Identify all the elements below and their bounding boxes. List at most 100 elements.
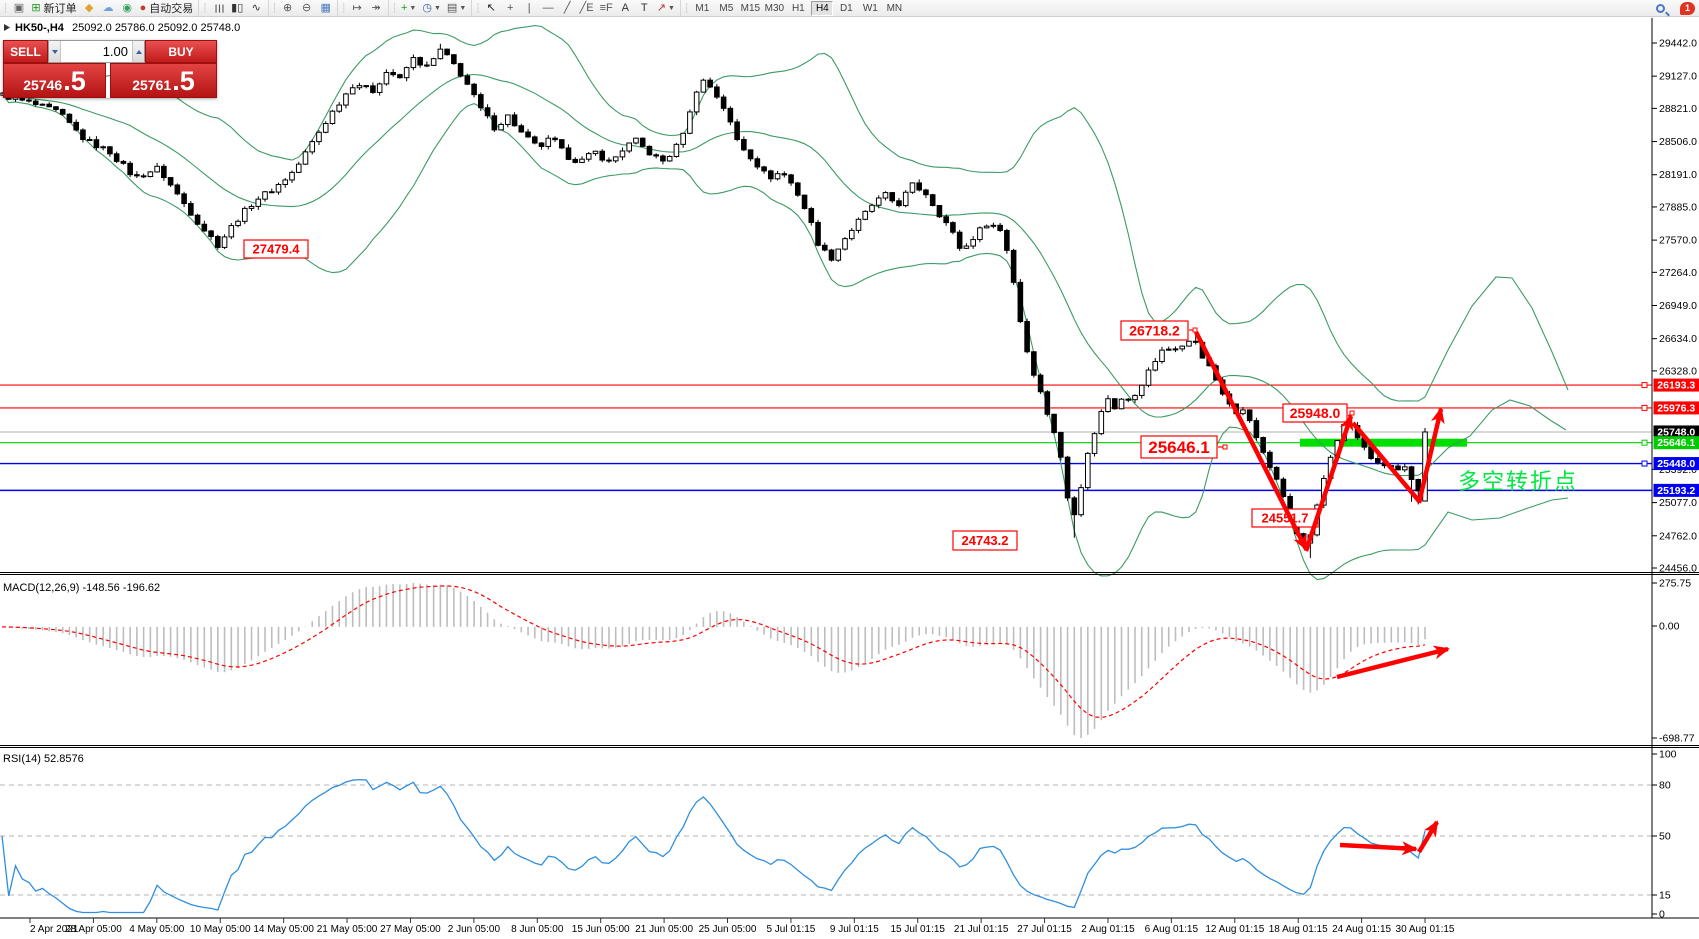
trend-arrow[interactable] [1416, 407, 1445, 504]
vline-icon[interactable]: | [527, 1, 531, 14]
zoom-out-icon[interactable]: ⊖ [302, 1, 312, 14]
trend-arrows [1193, 330, 1450, 856]
timeframe-bar: ┊ M1 M5 M15 M30 H1 H4 D1 W1 MN [681, 0, 908, 17]
time-axis-label: 12 Aug 01:15 [1205, 924, 1264, 935]
svg-text:29127.0: 29127.0 [1659, 71, 1697, 83]
price-label-24743.2[interactable]: 24743.2 [952, 530, 1018, 551]
sell-button[interactable]: SELL [3, 40, 48, 63]
price-label-25646.1[interactable]: 25646.1 [1140, 435, 1228, 459]
chat-notification-icon[interactable]: 1 [1680, 1, 1695, 15]
toolbar-group-file: ┊ ▣ ⊞ 新订单 ◆ ☁ ◉ ● 自动交易 [0, 0, 200, 17]
timeframe-m1-button[interactable]: M1 [695, 2, 710, 14]
timeframe-m5-button[interactable]: M5 [719, 2, 734, 14]
toolbar-grip: ┊ [341, 2, 347, 13]
price-label-26718.2[interactable]: 26718.2 [1120, 320, 1198, 341]
support-band[interactable] [1300, 438, 1467, 447]
horizontal-level-lines [0, 382, 1652, 492]
timeframe-w1-button[interactable]: W1 [862, 2, 878, 14]
volume-increase-button[interactable] [132, 41, 144, 62]
svg-text:100: 100 [1659, 749, 1677, 761]
svg-text:27264.0: 27264.0 [1659, 267, 1697, 279]
news-icon[interactable]: ◆ [84, 1, 94, 14]
time-axis-label: 27 Jul 01:15 [1017, 924, 1072, 935]
sell-price-dec: .5 [63, 66, 86, 96]
hline-icon[interactable]: — [542, 1, 554, 14]
chart-symbol-title: HK50-,H4 [15, 22, 65, 34]
svg-text:26634.0: 26634.0 [1659, 333, 1697, 345]
fibonacci-icon[interactable]: ≡F [599, 1, 613, 14]
svg-text:28506.0: 28506.0 [1659, 136, 1697, 148]
buy-button[interactable]: BUY [145, 40, 217, 63]
timeframe-m15-button[interactable]: M15 [740, 2, 761, 14]
autotrade-icon[interactable]: ● 自动交易 [139, 1, 194, 16]
price-badge-25646.1 [1653, 436, 1699, 450]
time-axis-label: 21 May 05:00 [317, 924, 378, 935]
svg-text:24551.7: 24551.7 [1262, 511, 1309, 526]
trend-arrow[interactable] [1417, 820, 1439, 854]
sell-price[interactable]: 25746 .5 [3, 63, 106, 98]
oneclick-collapse-icon[interactable] [4, 24, 10, 31]
trend-arrow[interactable] [1336, 645, 1450, 680]
svg-text:27479.4: 27479.4 [253, 242, 301, 257]
svg-text:26718.2: 26718.2 [1129, 323, 1180, 339]
turning-point-note: 多空转折点 [1458, 469, 1578, 494]
candles-chart-icon[interactable]: ▮▯ [231, 1, 244, 14]
trend-arrow[interactable] [1351, 421, 1421, 503]
templates-icon[interactable]: ▤ ▼ [446, 1, 467, 14]
bollinger-bands [1, 25, 1569, 581]
time-axis-label: 30 Aug 01:15 [1396, 924, 1455, 935]
periods-icon[interactable]: ◷ ▼ [422, 1, 441, 14]
svg-text:28821.0: 28821.0 [1659, 103, 1697, 115]
time-axis-label: 28 Apr 05:00 [65, 924, 122, 935]
svg-text:25948.0: 25948.0 [1290, 405, 1341, 421]
timeframe-m30-button[interactable]: M30 [764, 2, 785, 14]
time-axis-label: 14 May 05:00 [253, 924, 314, 935]
buy-price[interactable]: 25761 .5 [110, 63, 217, 98]
indicators-icon[interactable]: + ▼ [400, 1, 417, 14]
trend-arrow[interactable] [1193, 330, 1309, 551]
rsi-indicator [0, 778, 1652, 914]
toolbar-group-chart-type: ┊ ☰ ▮▯ ∿ [199, 0, 269, 17]
svg-text:26949.0: 26949.0 [1659, 300, 1697, 312]
crosshair-icon[interactable]: + [506, 1, 514, 14]
volume-decrease-button[interactable] [49, 41, 61, 62]
price-label-24551.7[interactable]: 24551.7 [1251, 508, 1319, 528]
zoom-in-icon[interactable]: ⊕ [283, 1, 293, 14]
bars-chart-icon[interactable]: ☰ [212, 3, 225, 13]
toolbar-group-insert: ┊ + ▼ ◷ ▼ ▤ ▼ [389, 0, 473, 17]
svg-text:50: 50 [1659, 831, 1671, 843]
time-axis-label: 25 Jun 05:00 [699, 924, 757, 935]
trendline-icon[interactable]: ╱ [563, 1, 571, 14]
search-icon[interactable] [1652, 1, 1669, 16]
chart-shift-icon[interactable]: ↦ [352, 1, 362, 14]
volume-input[interactable]: 1.00 [102, 44, 128, 59]
toolbar-grip: ┊ [391, 2, 397, 13]
text-icon[interactable]: A [621, 1, 629, 14]
trend-arrow[interactable] [1339, 841, 1418, 856]
time-axis-label: 21 Jun 05:00 [635, 924, 693, 935]
arrows-icon[interactable]: ↗ ▼ [656, 1, 675, 14]
price-label-27479.4[interactable]: 27479.4 [243, 239, 309, 259]
axes: 29442.0 29127.0 28821.0 28506.0 28191.0 27885… [0, 18, 1699, 935]
macd-label: MACD(12,26,9) -148.56 -196.62 [3, 582, 160, 594]
signal-icon[interactable]: ◉ [122, 1, 132, 14]
svg-text:26328.0: 26328.0 [1659, 365, 1697, 377]
time-axis-label: 15 Jul 01:15 [890, 924, 945, 935]
timeframe-d1-button[interactable]: D1 [839, 2, 853, 14]
label-icon[interactable]: T [640, 1, 648, 14]
price-label-25948.0[interactable]: 25948.0 [1282, 403, 1355, 423]
timeframe-h4-button[interactable]: H4 [811, 0, 834, 16]
trend-arrow[interactable] [1303, 414, 1354, 552]
tile-windows-icon[interactable]: ▦ [320, 1, 331, 14]
auto-scroll-icon[interactable]: ↠ [371, 1, 381, 14]
line-chart-icon[interactable]: ∿ [251, 1, 261, 14]
community-icon[interactable]: ☁ [102, 1, 114, 14]
channel-icon[interactable]: ╱E [579, 1, 594, 14]
window-icon[interactable]: ▣ [13, 1, 25, 14]
timeframe-mn-button[interactable]: MN [886, 2, 903, 14]
new-order-icon[interactable]: ⊞ 新订单 [31, 1, 77, 16]
cursor-icon[interactable]: ↖ [486, 1, 496, 14]
buy-price-int: 25761 [132, 77, 172, 93]
timeframe-h1-button[interactable]: H1 [791, 2, 805, 14]
svg-text:80: 80 [1659, 780, 1671, 792]
